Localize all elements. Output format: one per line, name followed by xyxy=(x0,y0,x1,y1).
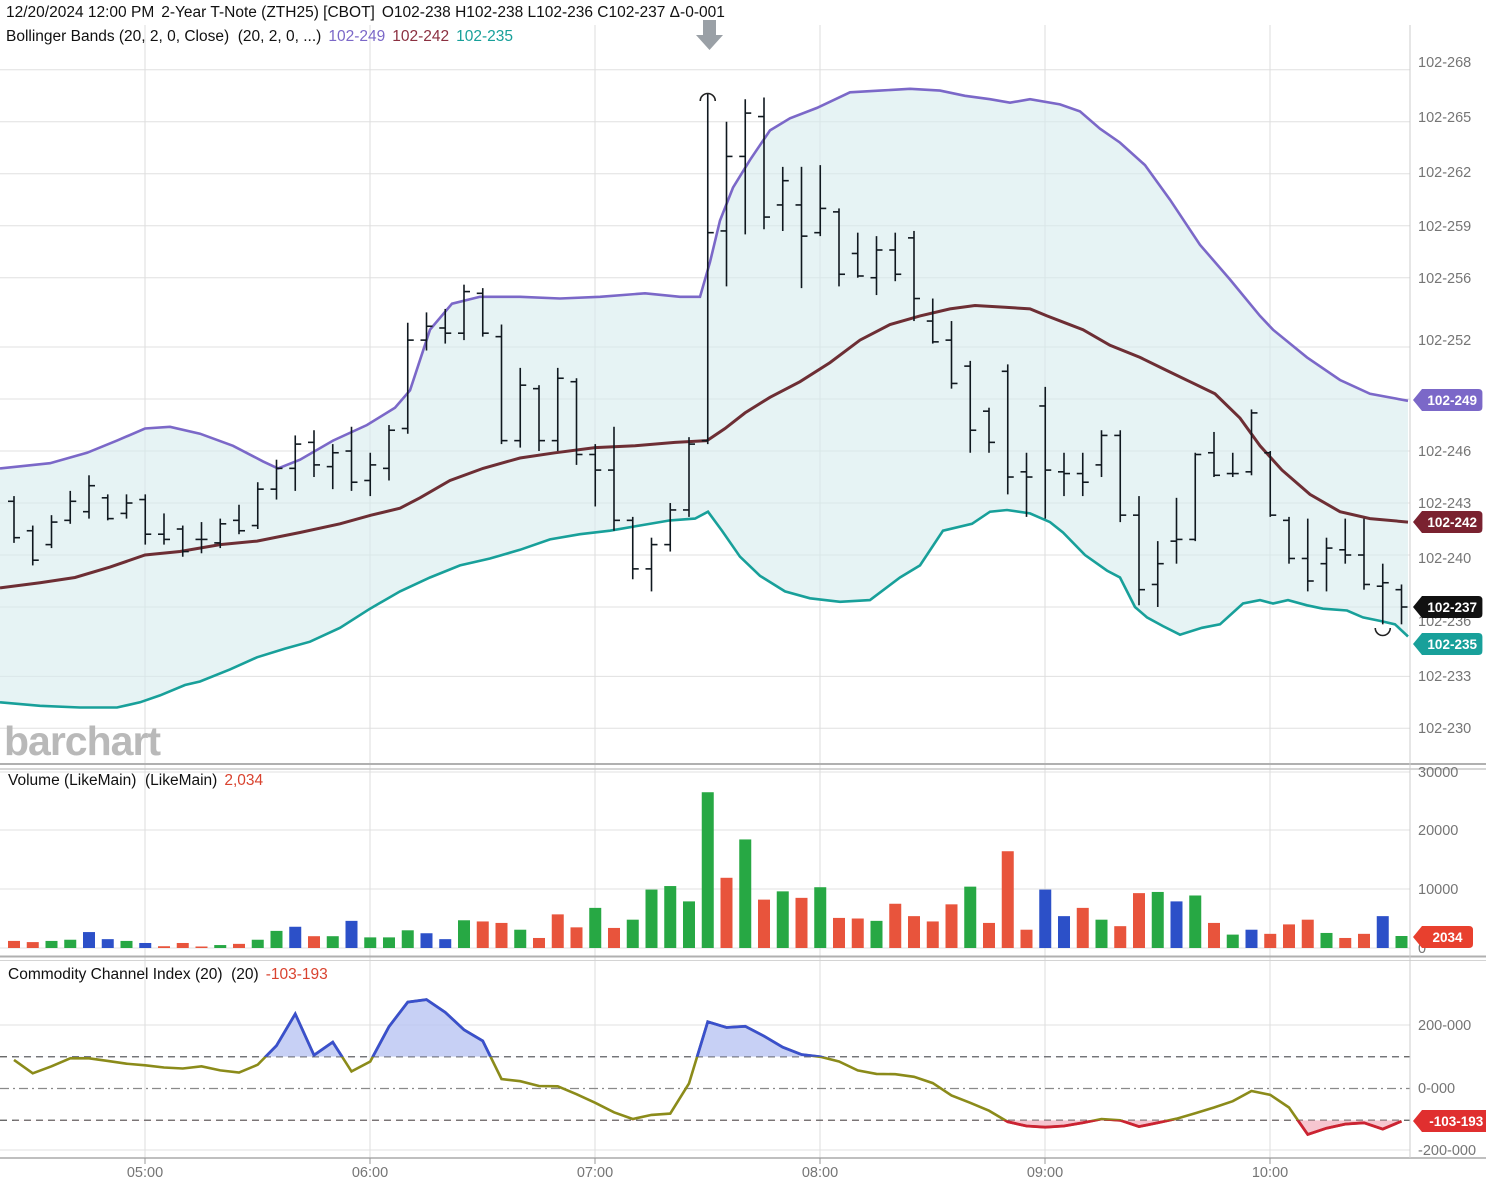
ohlc-bars[interactable] xyxy=(8,94,1408,625)
svg-text:102-240: 102-240 xyxy=(1418,551,1471,567)
volume-label[interactable]: Volume (LikeMain) (LikeMain) xyxy=(8,772,218,789)
cci-label[interactable]: Commodity Channel Index (20) (20) xyxy=(8,966,259,983)
cci-overbought-fill xyxy=(14,999,1402,1057)
svg-text:200-000: 200-000 xyxy=(1418,1018,1471,1034)
cci-value: -103-193 xyxy=(265,966,328,983)
bollinger-band-fill xyxy=(0,88,1408,708)
bollinger-lower-line xyxy=(0,508,1409,709)
svg-text:-200-000: -200-000 xyxy=(1418,1143,1476,1159)
svg-text:102-259: 102-259 xyxy=(1418,219,1471,235)
bollinger-upper-value: 102-249 xyxy=(328,28,386,45)
bollinger-upper-line xyxy=(0,87,1409,470)
cursor-arrow-icon xyxy=(696,20,723,50)
quote-symbol: 2-Year T-Note (ZTH25) [CBOT] xyxy=(161,4,375,21)
svg-text:-103-193: -103-193 xyxy=(1429,1114,1484,1129)
volume-bars[interactable] xyxy=(8,792,1408,948)
volume-panel-header: Volume (LikeMain) (LikeMain) 2,034 xyxy=(8,772,270,790)
quote-header: 12/20/2024 12:00 PM 2-Year T-Note (ZTH25)… xyxy=(6,4,732,22)
svg-text:102-252: 102-252 xyxy=(1418,333,1471,349)
svg-text:102-230: 102-230 xyxy=(1418,721,1471,737)
svg-text:07:00: 07:00 xyxy=(577,1165,613,1181)
svg-text:102-265: 102-265 xyxy=(1418,110,1471,126)
svg-text:102-235: 102-235 xyxy=(1427,637,1477,652)
svg-text:102-249: 102-249 xyxy=(1427,393,1477,408)
bollinger-label[interactable]: Bollinger Bands (20, 2, 0, Close) (20, 2… xyxy=(6,28,322,45)
svg-text:102-268: 102-268 xyxy=(1418,55,1471,71)
cci-oversold-fill xyxy=(14,1120,1402,1135)
svg-text:09:00: 09:00 xyxy=(1027,1165,1063,1181)
svg-text:20000: 20000 xyxy=(1418,823,1458,839)
barchart-logo: barchart xyxy=(4,718,161,764)
svg-text:06:00: 06:00 xyxy=(352,1165,388,1181)
svg-text:102-246: 102-246 xyxy=(1418,444,1471,460)
svg-text:102-243: 102-243 xyxy=(1418,496,1471,512)
svg-text:2034: 2034 xyxy=(1432,930,1463,945)
bollinger-middle-value: 102-242 xyxy=(392,28,450,45)
svg-text:0-000: 0-000 xyxy=(1418,1081,1455,1097)
svg-text:10:00: 10:00 xyxy=(1252,1165,1288,1181)
svg-text:05:00: 05:00 xyxy=(127,1165,163,1181)
cci-panel-header: Commodity Channel Index (20) (20) -103-19… xyxy=(8,966,335,984)
svg-text:102-262: 102-262 xyxy=(1418,165,1471,181)
svg-text:102-233: 102-233 xyxy=(1418,669,1471,685)
session-low-arc xyxy=(1374,627,1392,637)
svg-text:0: 0 xyxy=(1418,941,1426,957)
session-high-arc xyxy=(699,92,717,102)
svg-text:102-237: 102-237 xyxy=(1427,600,1477,615)
svg-text:08:00: 08:00 xyxy=(802,1165,838,1181)
svg-text:30000: 30000 xyxy=(1418,765,1458,781)
bollinger-middle-line xyxy=(0,303,1409,590)
volume-value: 2,034 xyxy=(224,772,264,789)
quote-ohlc: O102-238 H102-238 L102-236 C102-237 Δ-0-… xyxy=(381,4,725,21)
cci-line-overbought xyxy=(263,998,826,1057)
indicator-header: Bollinger Bands (20, 2, 0, Close) (20, 2… xyxy=(6,28,520,46)
bollinger-lower-value: 102-235 xyxy=(456,28,513,45)
svg-text:102-242: 102-242 xyxy=(1427,515,1477,530)
quote-datetime: 12/20/2024 12:00 PM xyxy=(6,4,155,21)
svg-text:102-256: 102-256 xyxy=(1418,271,1471,287)
cci-line xyxy=(13,998,1403,1137)
price-badges: 102-249 102-242 102-237 102-235 2034 -103-193 xyxy=(1413,389,1486,1132)
svg-text:10000: 10000 xyxy=(1418,882,1458,898)
